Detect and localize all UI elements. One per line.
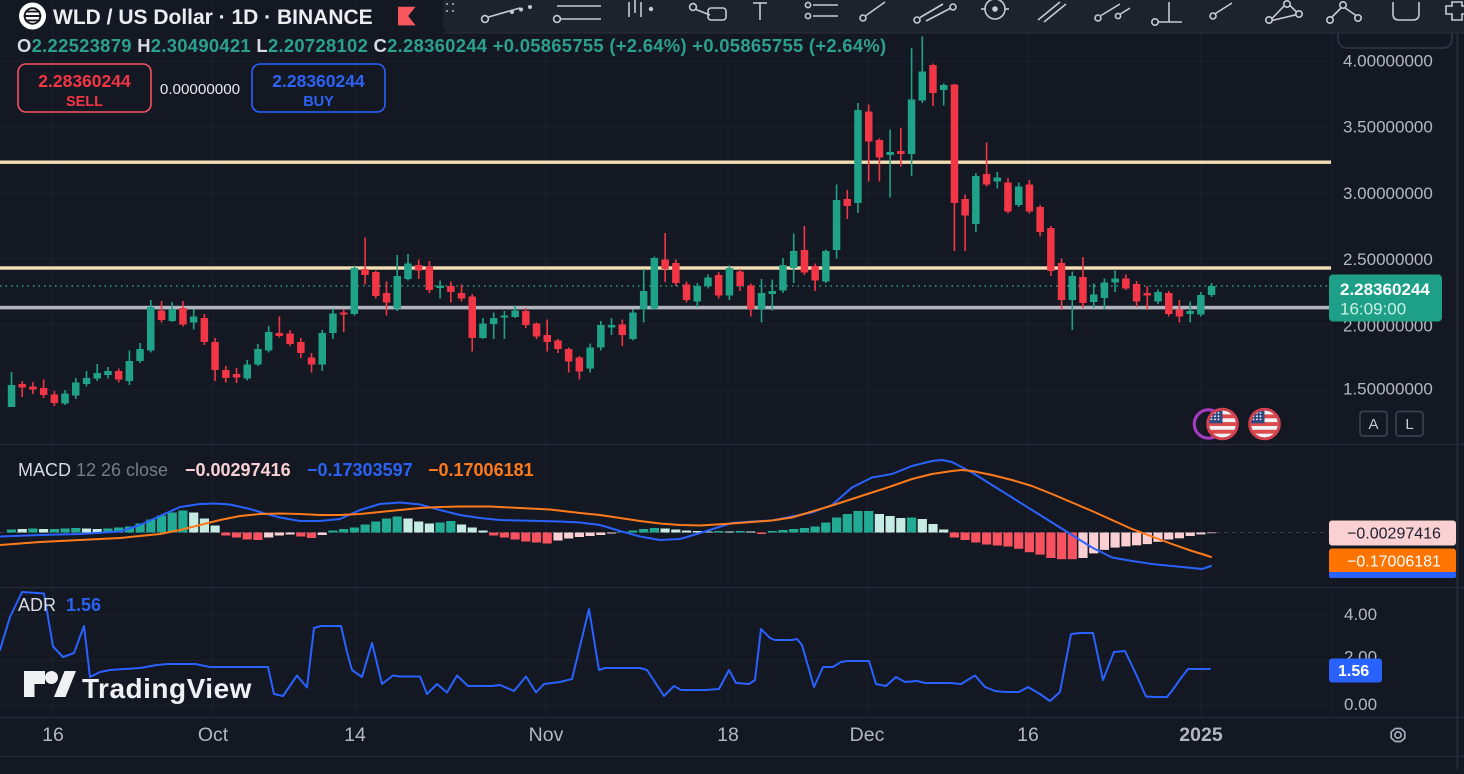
svg-text:SELL: SELL [66,94,103,110]
svg-text:L: L [1405,416,1413,433]
svg-text:1.50000000: 1.50000000 [1343,380,1433,399]
svg-text:−0.00297416: −0.00297416 [185,460,291,480]
svg-text:4.00000000: 4.00000000 [1343,52,1433,71]
svg-text:18: 18 [717,724,739,746]
svg-text:Nov: Nov [529,724,564,746]
svg-text:2025: 2025 [1179,724,1223,746]
svg-text:A: A [1368,416,1378,433]
svg-text:14: 14 [344,724,366,746]
svg-text:WLD / US Dollar · 1D · BINANCE: WLD / US Dollar · 1D · BINANCE [53,6,373,29]
svg-text:−0.17006181: −0.17006181 [428,460,534,480]
svg-text:12 26 close: 12 26 close [76,460,168,480]
svg-text:ADR: ADR [18,595,56,615]
svg-text:4.00: 4.00 [1344,605,1377,624]
svg-text:Dec: Dec [850,724,885,746]
svg-text:16:09:00: 16:09:00 [1340,300,1406,319]
svg-text:0.00000000: 0.00000000 [160,81,240,98]
svg-text:16: 16 [42,724,64,746]
svg-text:O2.22523879 H2.30490421 L2.207: O2.22523879 H2.30490421 L2.20728102 C2.2… [17,35,886,56]
svg-text:3.00000000: 3.00000000 [1343,184,1433,203]
svg-text:BUY: BUY [303,94,334,110]
svg-text:2.50000000: 2.50000000 [1343,250,1433,269]
svg-text:16: 16 [1017,724,1039,746]
svg-text:Oct: Oct [198,724,229,746]
svg-text:−0.17006181: −0.17006181 [1347,554,1441,571]
svg-text:0.00: 0.00 [1344,695,1377,714]
svg-text:2.28360244: 2.28360244 [38,71,131,91]
svg-text:−0.17303597: −0.17303597 [307,460,413,480]
svg-text:MACD: MACD [18,460,71,480]
svg-text:TradingView: TradingView [82,673,252,704]
svg-text:3.50000000: 3.50000000 [1343,118,1433,137]
svg-text:−0.00297416: −0.00297416 [1347,526,1441,543]
svg-text:2.28360244: 2.28360244 [272,71,365,91]
svg-text:1.56: 1.56 [66,595,101,615]
svg-text:2.28360244: 2.28360244 [1340,280,1430,299]
svg-text:1.56: 1.56 [1338,663,1369,680]
